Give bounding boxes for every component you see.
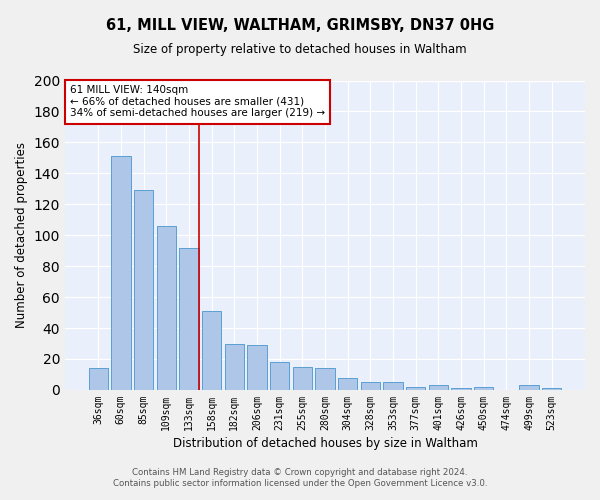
Bar (111, 156, 131, 390)
Text: Size of property relative to detached houses in Waltham: Size of property relative to detached ho… (133, 42, 467, 56)
Bar (520, 386, 539, 390)
Bar (542, 388, 562, 390)
Bar (134, 190, 153, 390)
Bar (247, 345, 266, 390)
X-axis label: Distribution of detached houses by size in Waltham: Distribution of detached houses by size … (173, 437, 478, 450)
Bar (383, 382, 403, 390)
Bar (270, 362, 289, 390)
Bar (338, 378, 357, 390)
Bar (429, 386, 448, 390)
Text: Contains HM Land Registry data © Crown copyright and database right 2024.
Contai: Contains HM Land Registry data © Crown c… (113, 468, 487, 487)
Bar (361, 382, 380, 390)
Bar (451, 388, 470, 390)
Bar (316, 368, 335, 390)
Bar (89, 368, 108, 390)
Bar (202, 311, 221, 390)
Bar (157, 226, 176, 390)
Bar (179, 248, 199, 390)
Bar (406, 387, 425, 390)
Bar (474, 387, 493, 390)
Bar (293, 366, 312, 390)
Bar (224, 344, 244, 390)
Text: 61, MILL VIEW, WALTHAM, GRIMSBY, DN37 0HG: 61, MILL VIEW, WALTHAM, GRIMSBY, DN37 0H… (106, 18, 494, 32)
Text: 61 MILL VIEW: 140sqm
← 66% of detached houses are smaller (431)
34% of semi-deta: 61 MILL VIEW: 140sqm ← 66% of detached h… (70, 85, 325, 118)
Y-axis label: Number of detached properties: Number of detached properties (15, 142, 28, 328)
